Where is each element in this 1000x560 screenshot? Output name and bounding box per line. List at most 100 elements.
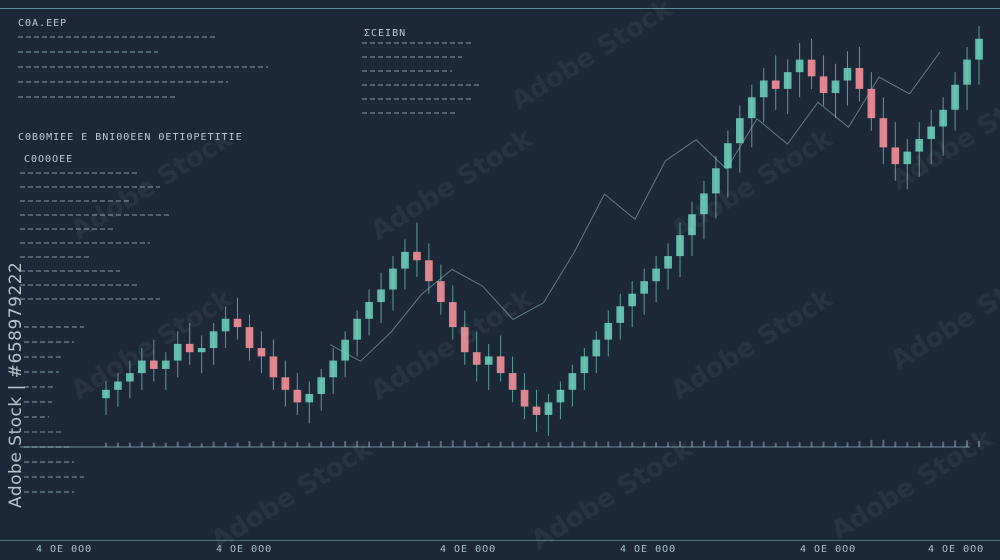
candle (365, 289, 373, 336)
candle (496, 335, 505, 382)
placeholder-text-line (20, 270, 120, 272)
volume-bar (320, 441, 323, 447)
top-frame-rule (0, 0, 1000, 9)
placeholder-text-line (24, 491, 74, 493)
volume-bar (798, 442, 801, 447)
placeholder-text-line (362, 42, 472, 44)
placeholder-text-line (18, 96, 178, 98)
volume-bar (655, 442, 658, 447)
panel-left-section-title: CΘΒΘΜΙΕΕ Ε ΒΝΙΘΘΕΕΝ ΘΕΤΙΘΡΕΤΙΤΙΕ (18, 132, 243, 143)
panel-left-title: CΘΑ.ΕΕΡ (18, 18, 68, 29)
volume-bar (954, 440, 957, 447)
volume-bar (224, 442, 227, 447)
volume-bar (427, 441, 430, 447)
placeholder-text-line (362, 56, 462, 58)
candle-body-bull (197, 348, 206, 353)
volume-bar (738, 440, 741, 447)
candle (580, 348, 589, 390)
candle (795, 42, 804, 98)
candle (819, 55, 828, 106)
volume-bar (152, 442, 155, 447)
candle (209, 322, 218, 365)
candle (700, 180, 708, 240)
candle-body-bear (867, 88, 876, 119)
candle (293, 373, 302, 415)
candle (221, 306, 230, 349)
volume-bar (858, 441, 861, 447)
volume-bar (116, 442, 119, 447)
candle-body-bull (747, 97, 756, 119)
placeholder-text-line (362, 84, 482, 86)
candle-body-bull (795, 59, 804, 73)
placeholder-text-line (24, 341, 74, 343)
volume-bar (942, 441, 945, 447)
placeholder-text-line (362, 112, 457, 114)
placeholder-text-line (20, 242, 150, 244)
candle (401, 239, 409, 290)
candle (975, 26, 983, 85)
candle-body-bull (652, 268, 660, 282)
placeholder-text-line (20, 228, 115, 230)
placeholder-text-line (24, 386, 54, 388)
placeholder-text-line (24, 461, 74, 463)
candle-body-bull (736, 118, 744, 144)
candle-body-bull (138, 360, 146, 374)
volume-bar (571, 441, 574, 447)
candle (664, 243, 672, 290)
candle (843, 51, 852, 106)
candle-body-bull (712, 168, 720, 194)
candle (114, 373, 122, 407)
overlay-series-line (329, 51, 941, 362)
candle (867, 72, 876, 131)
volume-bar (631, 442, 634, 447)
volume-bar (726, 440, 729, 447)
volume-bar (918, 442, 921, 447)
candle (425, 243, 433, 294)
candle (233, 297, 242, 340)
candle (604, 310, 613, 357)
volume-bar (511, 441, 514, 447)
volume-bar (164, 442, 167, 447)
bottom-label: 4 ΟΕ ΘΟΘ (216, 544, 273, 555)
volume-bar (810, 441, 813, 447)
volume-bar (619, 441, 622, 447)
volume-bar (176, 441, 179, 447)
candle (544, 394, 553, 436)
candle-body-bear (293, 389, 302, 403)
volume-bar (894, 441, 897, 447)
candle-body-bull (209, 331, 218, 349)
candle-body-bear (532, 406, 541, 415)
candle (448, 285, 457, 340)
volume-bar (595, 441, 598, 447)
placeholder-text-line (362, 70, 452, 72)
candle (472, 331, 481, 382)
candle-body-bull (341, 339, 349, 361)
candle (413, 222, 421, 277)
placeholder-text-line (18, 66, 268, 68)
placeholder-text-line (20, 214, 170, 216)
volume-bar (248, 441, 251, 447)
candle (149, 339, 158, 382)
volume-bar (870, 439, 873, 447)
candle (915, 122, 924, 177)
candle-body-bear (771, 80, 780, 89)
candle (855, 47, 864, 102)
placeholder-text-line (24, 401, 52, 403)
candle-body-bull (484, 356, 493, 365)
candle-body-bull (688, 214, 696, 236)
candle-body-bull (556, 389, 565, 403)
volume-bar (128, 442, 131, 447)
candle (747, 84, 756, 148)
candle (688, 201, 696, 257)
candle-body-bull (592, 339, 601, 357)
candle (831, 63, 840, 119)
bottom-label: 4 ΟΕ ΘΟΘ (620, 544, 677, 555)
candle (879, 97, 888, 165)
candle-body-bear (879, 118, 888, 148)
candle-body-bull (783, 72, 792, 89)
candle-body-bull (580, 356, 589, 374)
candle (616, 293, 625, 340)
candle-body-bull (975, 38, 983, 60)
candle (891, 122, 900, 181)
candle (305, 381, 314, 424)
